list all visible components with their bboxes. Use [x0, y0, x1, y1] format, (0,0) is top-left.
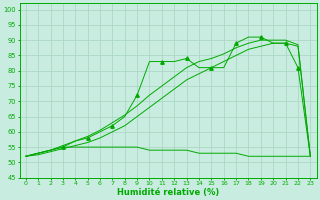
X-axis label: Humidité relative (%): Humidité relative (%) — [117, 188, 219, 197]
